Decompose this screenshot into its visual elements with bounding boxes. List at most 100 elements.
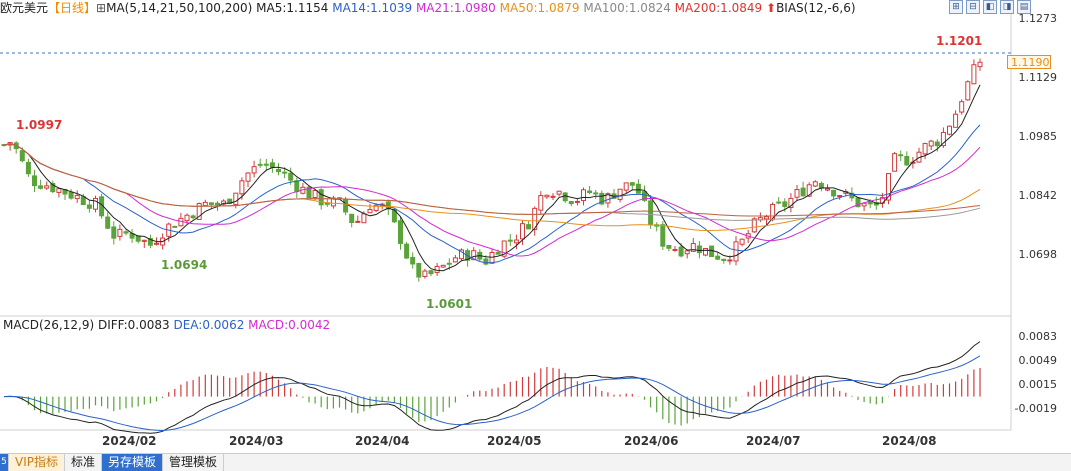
symbol-name[interactable]: 欧元美元 xyxy=(0,1,49,15)
candle-body xyxy=(605,193,611,204)
scroll-left-icon[interactable]: ◧ xyxy=(983,0,997,14)
tab-vip-indicator[interactable]: VIP指标 xyxy=(9,454,65,471)
candle-body xyxy=(93,197,98,210)
candle-body xyxy=(599,192,605,205)
candle-body xyxy=(306,186,312,199)
candle-body xyxy=(398,220,403,244)
candle-body xyxy=(696,245,702,254)
ma50-value: MA50:1.0879 xyxy=(499,1,580,15)
candle-body xyxy=(86,204,92,209)
candle-body xyxy=(215,202,220,206)
candle-body xyxy=(123,231,129,234)
date-tick: 2024/04 xyxy=(355,434,410,448)
candle-body xyxy=(135,235,141,242)
candle-body xyxy=(355,220,361,223)
ma-definition[interactable]: MA(5,14,21,50,100,200) xyxy=(106,1,253,15)
candle-body xyxy=(361,213,367,224)
indicator-tabs: 5 VIP指标 标准 另存模板 管理模板 xyxy=(0,453,1071,471)
candle-body xyxy=(50,183,56,193)
price-tick: 1.0698 xyxy=(1018,248,1058,261)
candle-body xyxy=(263,163,269,166)
macd-tick: 0.0083 xyxy=(1018,330,1058,343)
candle-body xyxy=(495,252,501,255)
date-tick: 2024/03 xyxy=(229,434,284,448)
macd-definition[interactable]: MACD(26,12,9) xyxy=(3,318,95,332)
candle-body xyxy=(208,202,214,205)
macd-legend: MACD(26,12,9) DIFF:0.0083 DEA:0.0062 MAC… xyxy=(3,318,330,333)
zoom-in-icon[interactable]: ⊞ xyxy=(949,0,963,14)
candle-body xyxy=(794,189,800,198)
candle-body xyxy=(806,184,812,197)
settings-icon[interactable]: ▤ xyxy=(1017,0,1031,14)
candle-body xyxy=(965,81,971,101)
macd-tick: -0.0019 xyxy=(1014,402,1057,415)
candle-body xyxy=(922,143,928,155)
candle-body xyxy=(68,191,74,199)
candle-body xyxy=(550,195,556,198)
ma-chart-icon: ⊞ xyxy=(96,1,107,15)
tab-manage-template[interactable]: 管理模板 xyxy=(163,454,225,471)
candle-body xyxy=(276,168,281,173)
candle-body xyxy=(318,189,324,206)
candle-body xyxy=(105,216,111,229)
candle-body xyxy=(934,141,940,147)
price-tick: 1.0985 xyxy=(1018,130,1058,143)
bias-definition[interactable]: BIAS(12,-6,6) xyxy=(776,1,856,15)
low-annotation: 1.0601 xyxy=(426,297,473,311)
candle-body xyxy=(245,172,251,182)
candle-body xyxy=(977,61,983,68)
candle-body xyxy=(623,182,629,191)
candle-body xyxy=(892,153,898,172)
high-annotation: 1.0997 xyxy=(16,118,63,132)
candle-body xyxy=(422,270,428,277)
candle-body xyxy=(666,244,672,249)
scroll-right-icon[interactable]: ◨ xyxy=(1000,0,1014,14)
macd-dea: DEA:0.0062 xyxy=(173,318,245,332)
candle-body xyxy=(721,258,727,261)
candle-body xyxy=(349,213,355,224)
zoom-out-icon[interactable]: ⊟ xyxy=(966,0,980,14)
candle-body xyxy=(825,188,830,191)
candle-body xyxy=(520,223,525,240)
candle-body xyxy=(257,163,263,166)
candle-body xyxy=(343,199,349,213)
candle-body xyxy=(184,214,190,222)
ma21-value: MA21:1.0980 xyxy=(415,1,496,15)
candle-body xyxy=(971,64,977,85)
candle-body xyxy=(733,241,739,262)
candle-body xyxy=(928,140,934,147)
tab-save-template[interactable]: 另存模板 xyxy=(102,454,164,471)
candle-body xyxy=(593,192,599,195)
candle-body xyxy=(574,200,580,203)
candle-body xyxy=(648,200,654,225)
candle-body xyxy=(904,156,910,166)
candle-body xyxy=(233,192,239,205)
up-arrow-icon: ⬆ xyxy=(766,1,777,15)
candle-body xyxy=(294,180,300,193)
date-tick: 2024/07 xyxy=(746,434,801,448)
candle-body xyxy=(251,166,257,174)
macd-diff-line xyxy=(3,341,981,434)
candle-body xyxy=(74,194,80,200)
candle-body xyxy=(886,173,891,201)
candle-body xyxy=(202,201,208,207)
candle-body xyxy=(709,245,715,258)
candle-body xyxy=(221,200,227,205)
candle-body xyxy=(538,195,544,211)
candle-body xyxy=(172,225,178,228)
candle-body xyxy=(513,239,519,244)
candle-body xyxy=(617,188,623,200)
candle-body xyxy=(959,101,965,113)
period-label[interactable]: 【日线】 xyxy=(48,1,97,15)
candle-body xyxy=(80,196,86,206)
candle-body xyxy=(288,172,294,181)
candle-body xyxy=(684,250,690,255)
candle-body xyxy=(489,251,495,264)
candle-body xyxy=(812,181,818,187)
tab-standard[interactable]: 标准 xyxy=(65,454,103,471)
candle-body xyxy=(715,255,721,260)
candle-body xyxy=(410,256,416,265)
candle-body xyxy=(818,182,824,189)
tab-edge[interactable]: 5 xyxy=(0,454,9,471)
